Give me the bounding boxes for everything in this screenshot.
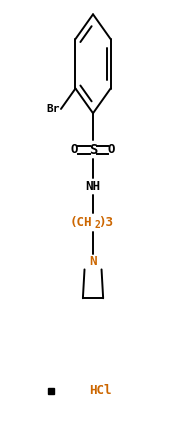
Text: NH: NH xyxy=(86,180,101,193)
Text: )3: )3 xyxy=(98,216,113,229)
Text: N: N xyxy=(89,255,97,268)
Text: (CH: (CH xyxy=(70,216,92,229)
Text: HCl: HCl xyxy=(90,384,112,397)
Text: O: O xyxy=(108,143,115,156)
Text: S: S xyxy=(89,143,97,157)
Text: 2: 2 xyxy=(95,220,100,230)
Text: Br: Br xyxy=(46,104,60,114)
Text: O: O xyxy=(71,143,78,156)
